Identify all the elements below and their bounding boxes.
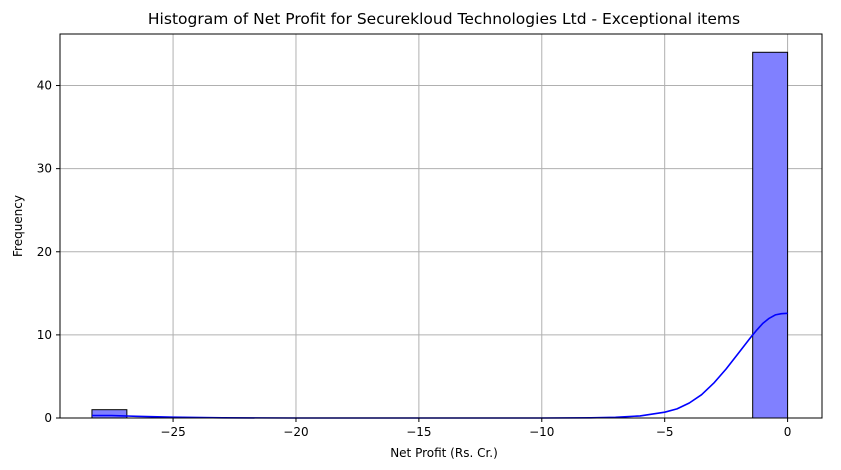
y-tick-label: 20 xyxy=(37,245,52,259)
histogram-bar xyxy=(91,409,128,419)
x-tick-label: 0 xyxy=(784,425,792,439)
kde-curve xyxy=(92,312,788,419)
x-tick-label: −15 xyxy=(406,425,431,439)
tick-layer: −25 −20 −15 −10 −5 0 0 10 20 30 40 xyxy=(37,79,792,439)
x-axis-label: Net Profit (Rs. Cr.) xyxy=(390,446,498,460)
plot-frame xyxy=(59,33,823,419)
bar-layer xyxy=(91,51,789,419)
x-tick-label: −10 xyxy=(529,425,554,439)
y-tick-label: 30 xyxy=(37,162,52,176)
y-tick-label: 10 xyxy=(37,328,52,342)
x-tick-label: −20 xyxy=(283,425,308,439)
y-axis-label: Frequency xyxy=(11,195,25,257)
y-tick-label: 0 xyxy=(44,411,52,425)
chart-title: Histogram of Net Profit for Securekloud … xyxy=(148,10,740,28)
kde-layer xyxy=(92,312,788,419)
histogram-bar xyxy=(752,51,789,419)
grid-layer xyxy=(60,34,822,419)
x-tick-label: −25 xyxy=(160,425,185,439)
x-tick-label: −5 xyxy=(656,425,674,439)
y-tick-label: 40 xyxy=(37,79,52,93)
